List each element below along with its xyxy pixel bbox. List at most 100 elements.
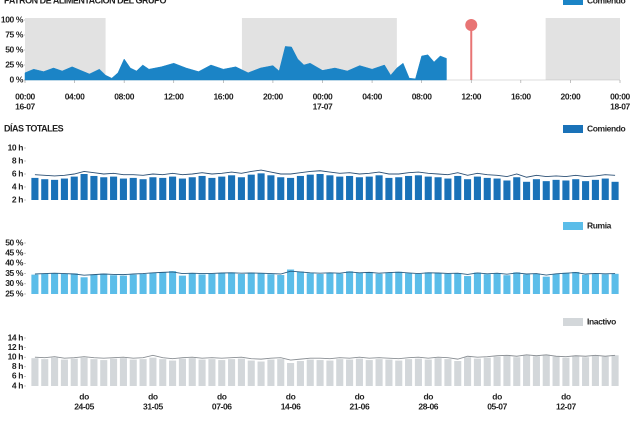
bar xyxy=(306,174,314,200)
x-tick-label: do xyxy=(423,391,433,401)
bar xyxy=(483,274,491,294)
x-tick-label: 14-06 xyxy=(281,401,301,411)
bar xyxy=(582,181,590,200)
bar xyxy=(385,359,393,386)
bar xyxy=(178,275,186,294)
bar xyxy=(434,177,442,200)
bar xyxy=(464,276,472,294)
bar xyxy=(562,357,570,386)
bar xyxy=(434,358,442,386)
y-tick-label: 50 % xyxy=(5,237,24,247)
x-tick-label: do xyxy=(492,391,502,401)
legend-label: Inactivo xyxy=(587,316,616,326)
bar xyxy=(611,273,619,294)
bar xyxy=(287,177,295,200)
bar xyxy=(306,359,314,386)
bar xyxy=(51,273,59,294)
bar xyxy=(444,359,452,386)
chart-title: PATRÓN DE ALIMENTACIÓN DEL GRUPO xyxy=(4,0,167,5)
bar xyxy=(277,177,285,200)
bar xyxy=(493,272,501,294)
bar xyxy=(188,273,196,294)
x-tick-label: 24-05 xyxy=(74,401,94,411)
bar xyxy=(60,274,68,294)
bar xyxy=(129,359,137,386)
bar xyxy=(542,354,550,386)
bar xyxy=(473,358,481,386)
bar xyxy=(552,356,560,386)
bar xyxy=(208,273,216,294)
bar xyxy=(503,355,511,386)
y-tick-label: 10 h xyxy=(8,351,24,361)
bar xyxy=(119,178,127,200)
bar xyxy=(532,179,540,200)
bar xyxy=(493,178,501,200)
bar xyxy=(591,355,599,386)
x-tick-label: 00:00 xyxy=(610,91,630,101)
bar xyxy=(60,359,68,386)
bar xyxy=(287,362,295,386)
bar xyxy=(454,273,462,294)
bar xyxy=(257,173,265,200)
x-tick-label: 21-06 xyxy=(350,401,370,411)
bar xyxy=(110,275,118,294)
bar xyxy=(405,359,413,386)
bar xyxy=(473,272,481,294)
y-tick-label: 100 % xyxy=(1,14,24,24)
bar xyxy=(532,356,540,386)
bar xyxy=(178,178,186,200)
bar xyxy=(110,176,118,200)
x-tick-label: 05-07 xyxy=(487,401,507,411)
bar xyxy=(188,177,196,200)
bar xyxy=(562,272,570,294)
night-band xyxy=(545,18,620,80)
bar xyxy=(405,175,413,200)
x-tick-label: 20:00 xyxy=(263,91,283,101)
bar xyxy=(601,178,609,200)
bar xyxy=(218,360,226,386)
y-tick-label: 30 % xyxy=(5,278,24,288)
y-tick-label: 35 % xyxy=(5,268,24,278)
bar xyxy=(80,357,88,386)
bar xyxy=(601,356,609,386)
bar xyxy=(139,359,147,386)
bar xyxy=(90,359,98,386)
bar xyxy=(198,274,206,294)
bar xyxy=(100,360,108,386)
bar xyxy=(198,359,206,386)
bar xyxy=(296,361,304,386)
bar xyxy=(267,175,275,200)
bar xyxy=(523,355,531,386)
bar xyxy=(90,274,98,294)
bar xyxy=(572,356,580,386)
bar xyxy=(336,176,344,200)
bar xyxy=(454,175,462,200)
bar xyxy=(434,272,442,294)
bar xyxy=(601,274,609,294)
bar xyxy=(414,358,422,386)
bar xyxy=(414,175,422,200)
bar xyxy=(237,274,245,294)
bar xyxy=(552,274,560,294)
bar xyxy=(444,273,452,294)
bar xyxy=(395,177,403,200)
bar xyxy=(444,178,452,200)
x-tick-label: 07-06 xyxy=(212,401,232,411)
x-tick-label: 12:00 xyxy=(461,91,481,101)
bar xyxy=(395,360,403,386)
x-tick-label: 04:00 xyxy=(362,91,382,101)
bar xyxy=(414,274,422,294)
bar xyxy=(41,273,49,294)
y-tick-label: 4 h xyxy=(12,181,23,191)
bar xyxy=(503,275,511,294)
bar xyxy=(591,179,599,200)
bar xyxy=(110,358,118,386)
bar xyxy=(247,360,255,386)
bar xyxy=(139,274,147,294)
x-tick-label: 12-07 xyxy=(556,401,576,411)
bar xyxy=(375,359,383,386)
bar xyxy=(70,358,78,386)
y-tick-label: 45 % xyxy=(5,247,24,257)
bar xyxy=(355,358,363,386)
bar xyxy=(355,177,363,200)
